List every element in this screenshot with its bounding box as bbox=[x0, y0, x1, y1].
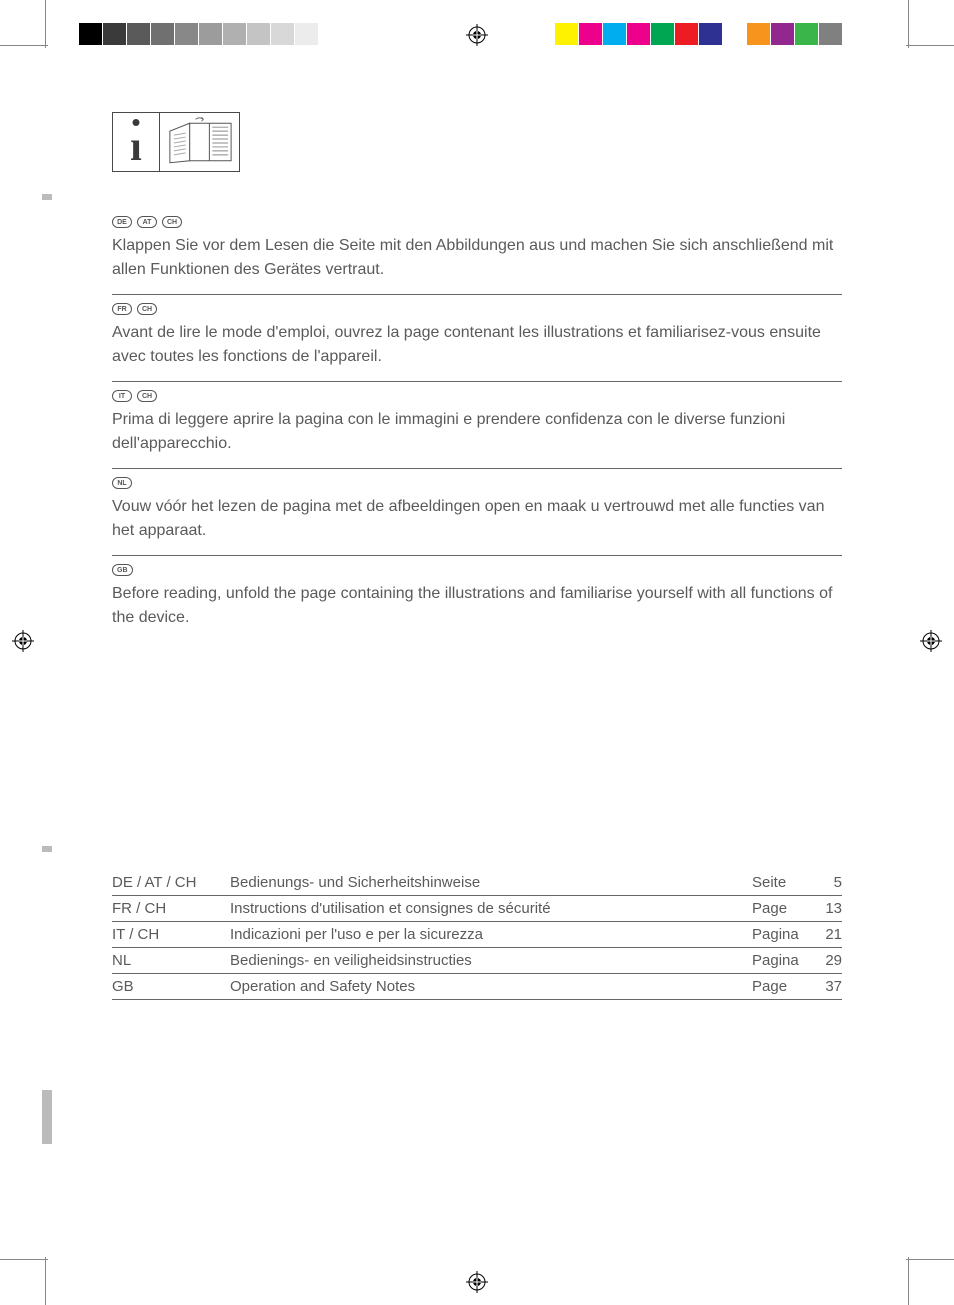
instruction-blocks: DE AT CH Klappen Sie vor dem Lesen die Seit… bbox=[112, 208, 842, 642]
country-pill: DE bbox=[112, 216, 132, 228]
country-pill: AT bbox=[137, 216, 157, 228]
color-swatch bbox=[223, 23, 247, 45]
toc-lang: DE / AT / CH bbox=[112, 874, 230, 891]
color-swatch bbox=[319, 23, 343, 45]
country-pill: CH bbox=[162, 216, 182, 228]
crop-mark bbox=[908, 1257, 909, 1305]
color-swatch bbox=[747, 23, 771, 45]
color-colorbar bbox=[555, 23, 843, 45]
country-pill-row: GB bbox=[112, 564, 842, 576]
country-pill: CH bbox=[137, 390, 157, 402]
color-swatch bbox=[555, 23, 579, 45]
info-foldout-icon: ı bbox=[112, 112, 240, 172]
info-letter-icon: ı bbox=[113, 113, 159, 171]
toc-page-number: 13 bbox=[812, 900, 842, 917]
registration-mark-icon bbox=[12, 630, 34, 652]
toc-row: NLBedienings- en veiligheidsinstructiesP… bbox=[112, 948, 842, 974]
crop-mark bbox=[906, 1259, 954, 1260]
edge-marker bbox=[42, 846, 52, 852]
color-swatch bbox=[819, 23, 843, 45]
toc-row: IT / CHIndicazioni per l'uso e per la si… bbox=[112, 922, 842, 948]
language-block: DE AT CH Klappen Sie vor dem Lesen die Seit… bbox=[112, 208, 842, 295]
toc-page-label: Pagina bbox=[752, 926, 812, 943]
color-swatch bbox=[127, 23, 151, 45]
toc-title: Bedienungs- und Sicherheitshinweise bbox=[230, 874, 752, 891]
country-pill: GB bbox=[112, 564, 133, 576]
color-swatch bbox=[699, 23, 723, 45]
toc-title: Instructions d'utilisation et consignes … bbox=[230, 900, 752, 917]
color-swatch bbox=[771, 23, 795, 45]
country-pill: NL bbox=[112, 477, 132, 489]
country-pill: FR bbox=[112, 303, 132, 315]
toc-title: Indicazioni per l'uso e per la sicurezza bbox=[230, 926, 752, 943]
toc-title: Bedienings- en veiligheidsinstructies bbox=[230, 952, 752, 969]
color-swatch bbox=[103, 23, 127, 45]
crop-mark bbox=[45, 1257, 46, 1305]
registration-mark-icon bbox=[466, 1271, 488, 1293]
toc-lang: GB bbox=[112, 978, 230, 995]
crop-mark bbox=[0, 45, 48, 46]
country-pill: IT bbox=[112, 390, 132, 402]
color-swatch bbox=[627, 23, 651, 45]
instruction-text: Prima di leggere aprire la pagina con le… bbox=[112, 408, 842, 456]
instruction-text: Vouw vóór het lezen de pagina met de afb… bbox=[112, 495, 842, 543]
toc-page-number: 21 bbox=[812, 926, 842, 943]
instruction-text: Avant de lire le mode d'emploi, ouvrez l… bbox=[112, 321, 842, 369]
country-pill: CH bbox=[137, 303, 157, 315]
country-pill-row: FR CH bbox=[112, 303, 842, 315]
crop-mark bbox=[908, 0, 909, 48]
color-swatch bbox=[199, 23, 223, 45]
toc-page-label: Seite bbox=[752, 874, 812, 891]
registration-mark-icon bbox=[920, 630, 942, 652]
color-swatch bbox=[271, 23, 295, 45]
toc-page-number: 29 bbox=[812, 952, 842, 969]
color-swatch bbox=[175, 23, 199, 45]
edge-marker bbox=[42, 1090, 52, 1144]
color-swatch bbox=[151, 23, 175, 45]
language-block: IT CH Prima di leggere aprire la pagina co… bbox=[112, 382, 842, 469]
toc-page-label: Page bbox=[752, 900, 812, 917]
color-swatch bbox=[795, 23, 819, 45]
color-swatch bbox=[343, 23, 367, 45]
toc-page-number: 5 bbox=[812, 874, 842, 891]
color-swatch bbox=[579, 23, 603, 45]
toc-row: FR / CHInstructions d'utilisation et con… bbox=[112, 896, 842, 922]
language-block: GB Before reading, unfold the page contai… bbox=[112, 556, 842, 642]
toc-lang: IT / CH bbox=[112, 926, 230, 943]
toc-page-label: Page bbox=[752, 978, 812, 995]
registration-mark-icon bbox=[466, 24, 488, 46]
toc-page-label: Pagina bbox=[752, 952, 812, 969]
instruction-text: Before reading, unfold the page containi… bbox=[112, 582, 842, 630]
grayscale-colorbar bbox=[79, 23, 367, 45]
toc-row: GBOperation and Safety NotesPage37 bbox=[112, 974, 842, 1000]
crop-mark bbox=[0, 1259, 48, 1260]
toc-title: Operation and Safety Notes bbox=[230, 978, 752, 995]
color-swatch bbox=[79, 23, 103, 45]
country-pill-row: DE AT CH bbox=[112, 216, 842, 228]
color-swatch bbox=[603, 23, 627, 45]
color-swatch bbox=[247, 23, 271, 45]
color-swatch bbox=[651, 23, 675, 45]
instruction-text: Klappen Sie vor dem Lesen die Seite mit … bbox=[112, 234, 842, 282]
color-swatch bbox=[295, 23, 319, 45]
table-of-contents: DE / AT / CHBedienungs- und Sicherheitsh… bbox=[112, 870, 842, 1000]
crop-mark bbox=[906, 45, 954, 46]
edge-marker bbox=[42, 194, 52, 200]
country-pill-row: NL bbox=[112, 477, 842, 489]
foldout-page-icon bbox=[159, 113, 239, 171]
toc-lang: NL bbox=[112, 952, 230, 969]
country-pill-row: IT CH bbox=[112, 390, 842, 402]
toc-lang: FR / CH bbox=[112, 900, 230, 917]
color-swatch bbox=[675, 23, 699, 45]
color-swatch bbox=[723, 23, 747, 45]
crop-mark bbox=[45, 0, 46, 48]
toc-row: DE / AT / CHBedienungs- und Sicherheitsh… bbox=[112, 870, 842, 896]
language-block: NL Vouw vóór het lezen de pagina met de a… bbox=[112, 469, 842, 556]
toc-page-number: 37 bbox=[812, 978, 842, 995]
language-block: FR CH Avant de lire le mode d'emploi, ouvr… bbox=[112, 295, 842, 382]
